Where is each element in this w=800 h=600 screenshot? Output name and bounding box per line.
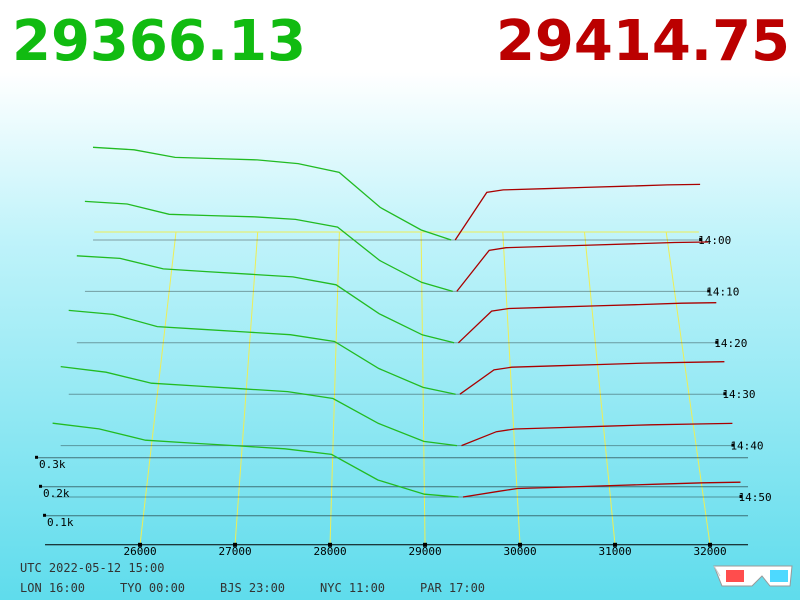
price-grid-line [584,231,616,545]
time-tick-label: 14:00 [698,234,731,247]
ask-price: 29414.75 [496,9,790,74]
time-tick-label: 14:40 [730,440,763,453]
depth-tick-label: 0.3k [39,458,66,471]
time-tick [731,443,735,447]
bid-depth-line [76,255,455,344]
depth-tick [39,484,43,488]
price-tick-label: 28000 [313,545,346,558]
time-tick [699,238,703,241]
bid-depth-line [52,422,459,498]
depth-tick-label: 0.2k [43,487,70,500]
depth-tick-label: 0.1k [47,516,74,529]
price-tick-label: 26000 [123,545,156,558]
ask-depth-line [462,481,741,498]
time-tick [707,289,711,293]
price-grid-line [502,231,521,545]
depth-tick [43,513,47,517]
bid-price: 29366.13 [12,9,306,74]
price-tick-label: 31000 [598,545,631,558]
ask-depth-line [456,241,709,292]
timezone-clock: TYO 00:00 [120,581,185,595]
price-grid-line [665,231,711,545]
bid-depth-line [68,309,456,395]
time-tick [723,392,727,396]
price-grid-line [420,231,426,545]
timezone-clock: PAR 17:00 [420,581,485,595]
depth-tick [35,455,39,459]
time-tick [715,340,719,344]
price-tick-label: 29000 [408,545,441,558]
timezone-clock: NYC 11:00 [320,581,385,595]
timezone-clock: LON 16:00 [20,581,85,595]
time-tick [739,495,743,498]
bid-depth-line [84,200,453,293]
price-grid-line [234,231,259,545]
utc-clock: UTC 2022-05-12 15:00 [20,561,165,575]
time-tick-label: 14:50 [739,491,772,504]
ask-depth-line [461,422,733,447]
timezone-clock: BJS 23:00 [220,581,285,595]
ask-depth-line [459,361,725,395]
price-grid-line [329,231,340,545]
ask-depth-line [457,302,717,344]
bid-depth-line [60,365,458,447]
price-tick-label: 30000 [503,545,536,558]
time-tick-label: 14:30 [722,388,755,401]
price-tick-label: 27000 [218,545,251,558]
time-tick-label: 14:20 [714,337,747,350]
time-tick-label: 14:10 [706,285,739,298]
price-grid-line [139,231,177,545]
glasses-icon [713,565,793,587]
price-tick-label: 32000 [693,545,726,558]
ask-depth-line [454,183,701,241]
bid-depth-line [92,146,452,241]
